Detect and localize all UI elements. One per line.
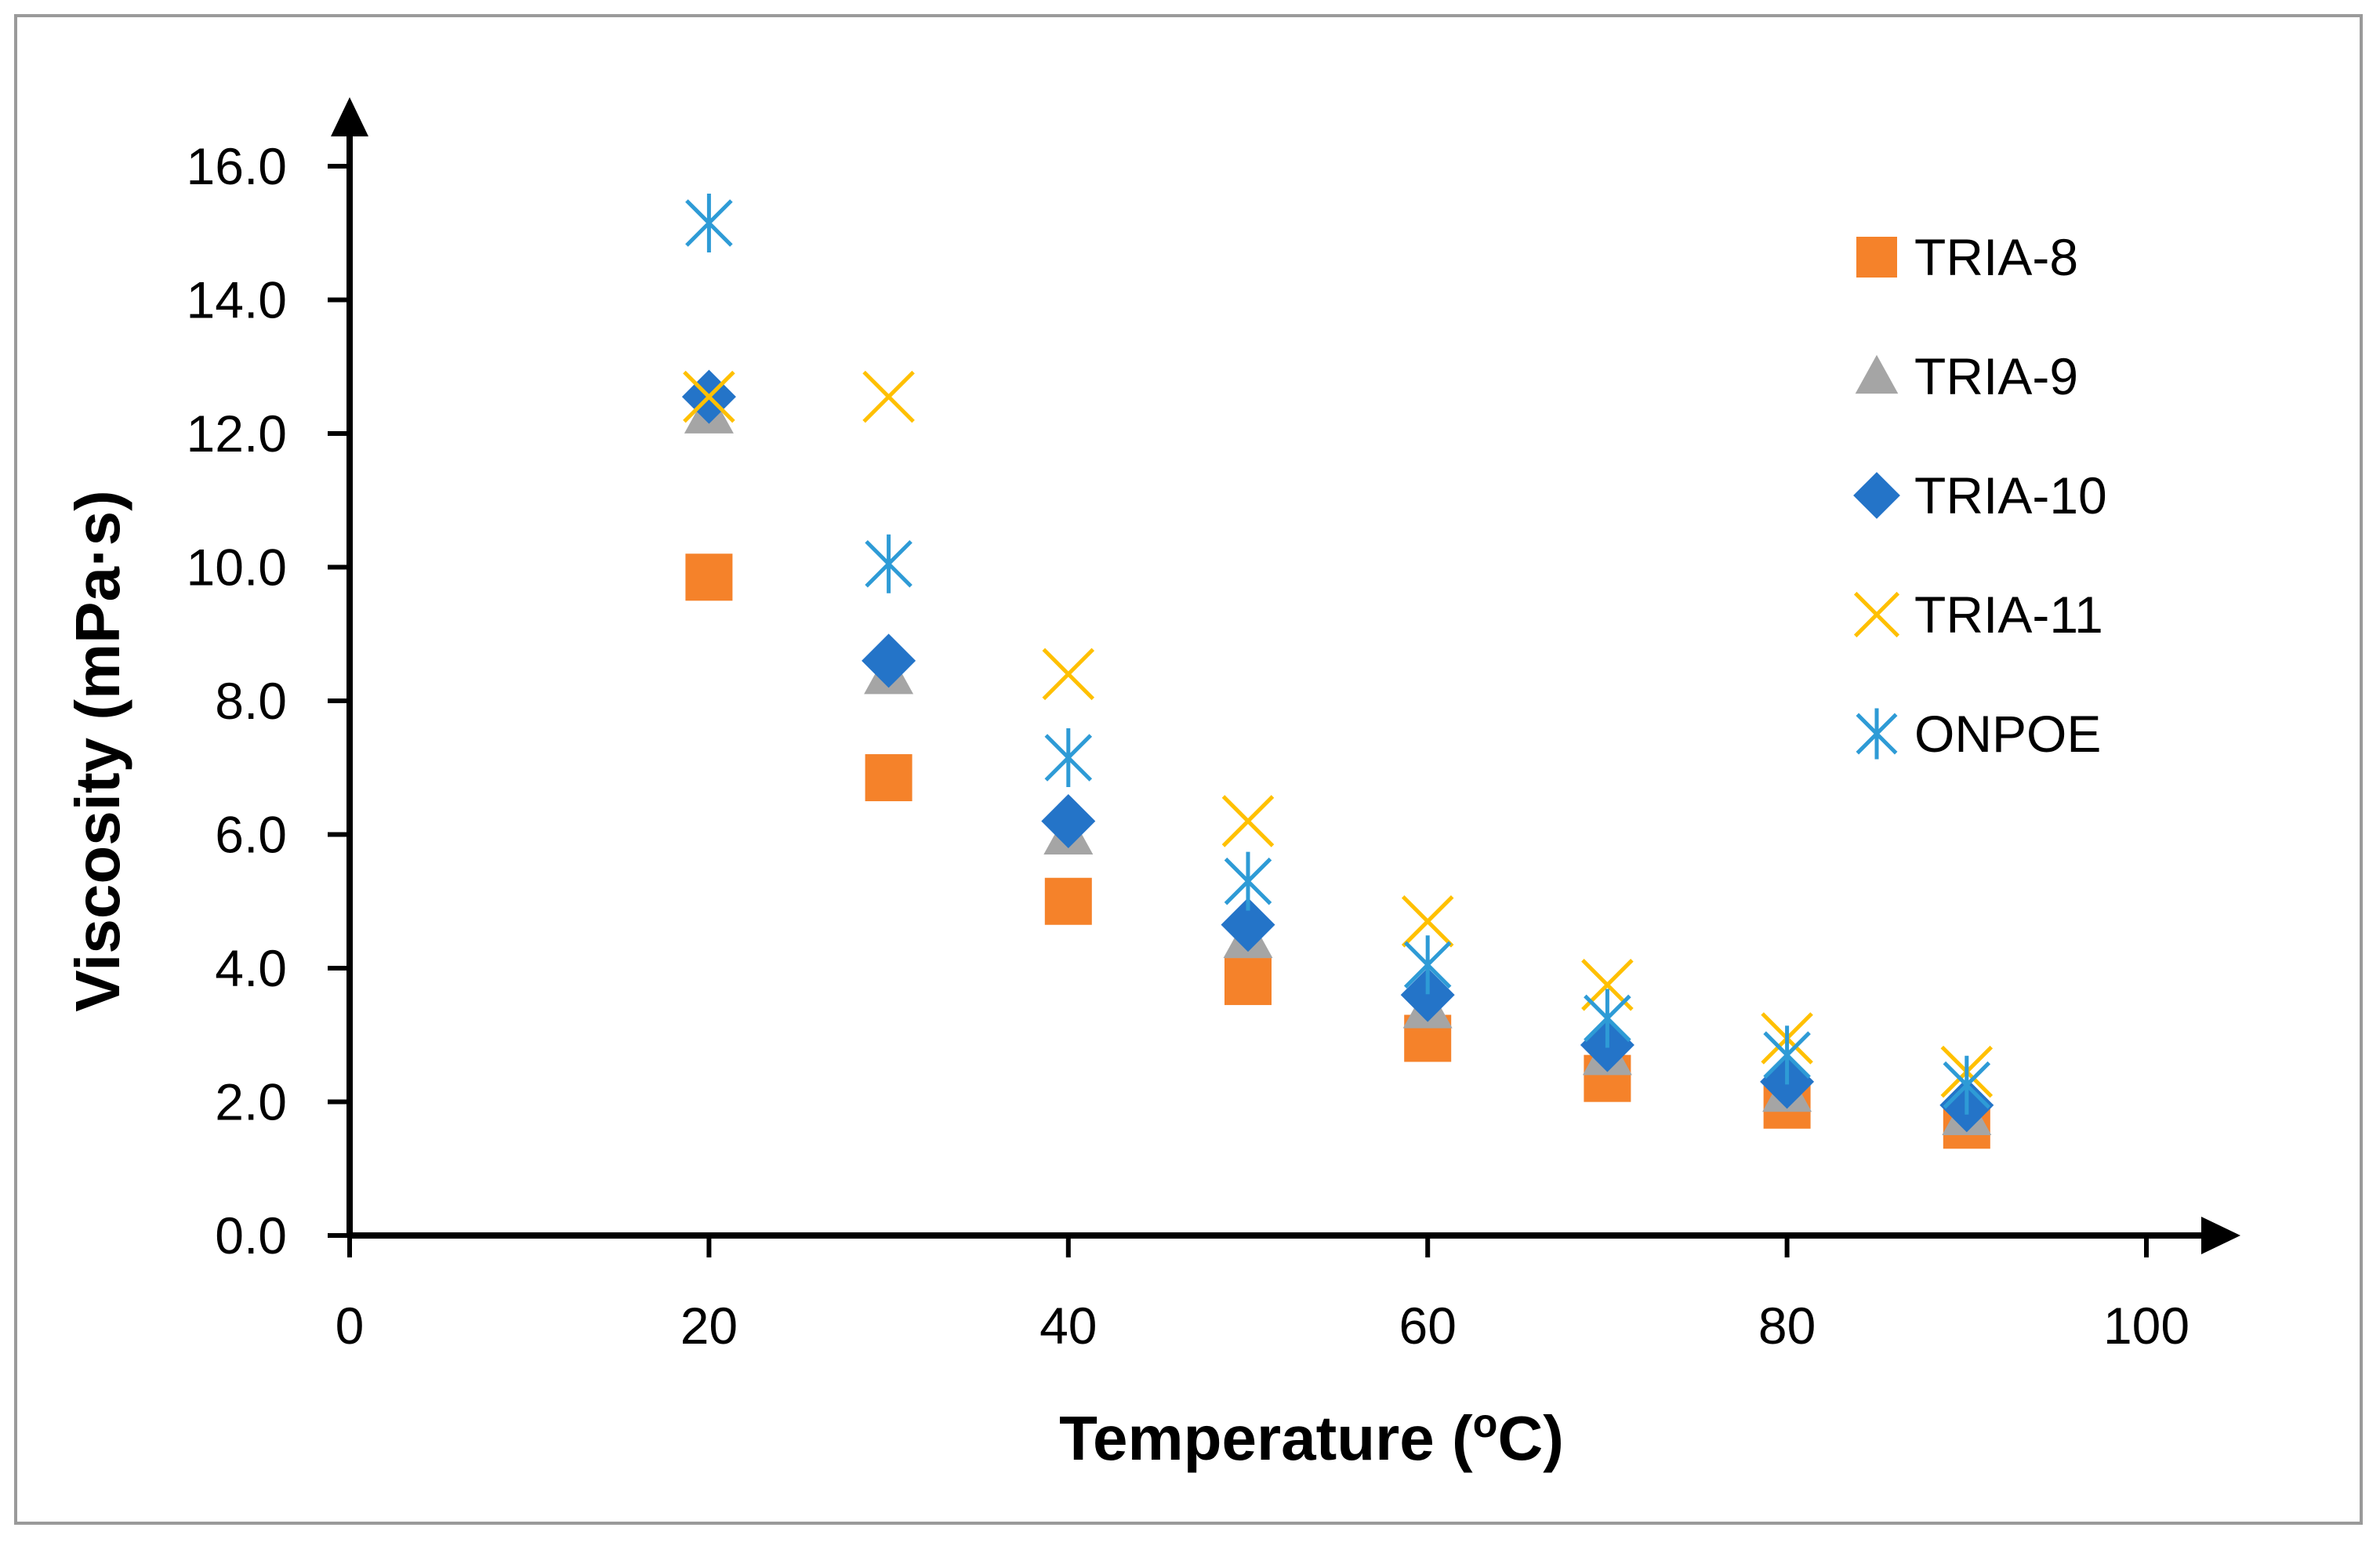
x-axis-title-sup: o <box>1473 1401 1498 1446</box>
legend-label-tria-8: TRIA-8 <box>1914 228 2078 286</box>
legend-item-tria-11: TRIA-11 <box>1853 586 2103 644</box>
legend-label-tria-10: TRIA-10 <box>1914 466 2107 524</box>
legend-marker-tria-11 <box>1853 591 1900 638</box>
x-axis-arrow <box>2201 1217 2240 1254</box>
x-tick-label: 60 <box>1399 1297 1456 1355</box>
axes <box>331 97 2240 1254</box>
ticks: 0 20 40 60 80 100 0.0 2.0 4.0 6.0 8.0 10.0 12.0 14.0 1… <box>187 137 2190 1355</box>
legend-item-tria-9: TRIA-9 <box>1855 347 2078 405</box>
legend: TRIA-8 TRIA-9 TRIA-10 TRIA-11 ONPOE <box>1853 228 2107 763</box>
point-tria-10 <box>1400 967 1455 1022</box>
x-axis-title-main: Temperature ( <box>1059 1403 1473 1473</box>
legend-label-tria-9: TRIA-9 <box>1914 347 2078 405</box>
y-tick-label: 12.0 <box>187 405 287 463</box>
x-axis-title-tail: C) <box>1497 1403 1563 1473</box>
point-tria-8 <box>1044 877 1092 925</box>
x-tick-label: 0 <box>336 1297 365 1355</box>
x-axis-title: Temperature (oC) <box>1059 1401 1564 1473</box>
legend-label-tria-11: TRIA-11 <box>1914 586 2103 644</box>
y-tick-label: 0.0 <box>215 1206 287 1264</box>
point-onpoe <box>1224 851 1272 911</box>
point-tria-11 <box>1221 795 1275 847</box>
legend-marker-tria-10 <box>1853 472 1900 519</box>
point-tria-8 <box>685 553 733 601</box>
y-axis-arrow <box>331 97 368 136</box>
point-onpoe <box>865 534 912 593</box>
point-onpoe <box>1763 1025 1811 1085</box>
point-onpoe <box>1584 989 1631 1048</box>
chart-frame <box>14 14 2363 1525</box>
point-tria-10 <box>1221 898 1275 952</box>
y-tick-label: 2.0 <box>215 1073 287 1131</box>
legend-item-onpoe: ONPOE <box>1856 705 2101 763</box>
point-tria-10 <box>862 633 916 688</box>
point-onpoe <box>1403 935 1452 995</box>
y-tick-label: 8.0 <box>215 672 287 730</box>
legend-item-tria-8: TRIA-8 <box>1856 228 2078 286</box>
legend-label-onpoe: ONPOE <box>1914 705 2101 763</box>
y-tick-label: 14.0 <box>187 271 287 329</box>
legend-marker-onpoe <box>1856 708 1898 760</box>
x-tick-label: 20 <box>680 1297 738 1355</box>
point-tria-11 <box>683 370 735 423</box>
x-tick-label: 100 <box>2103 1297 2190 1355</box>
y-tick-label: 4.0 <box>215 939 287 997</box>
point-tria-10 <box>1041 793 1096 848</box>
series-onpoe <box>685 193 1991 1115</box>
y-tick-label: 10.0 <box>187 539 287 597</box>
series-tria-11 <box>683 370 1994 1098</box>
legend-marker-tria-9 <box>1855 354 1899 394</box>
y-tick-label: 6.0 <box>215 806 287 864</box>
data-points <box>681 193 1994 1149</box>
x-tick-label: 40 <box>1039 1297 1097 1355</box>
point-tria-11 <box>1042 648 1095 701</box>
point-tria-11 <box>1401 895 1454 948</box>
y-tick-label: 16.0 <box>187 137 287 195</box>
series-tria-10 <box>681 369 1994 1133</box>
legend-item-tria-10: TRIA-10 <box>1853 466 2107 524</box>
point-tria-8 <box>865 754 912 802</box>
point-onpoe <box>1943 1055 1991 1115</box>
point-tria-8 <box>1224 958 1272 1006</box>
legend-marker-tria-8 <box>1856 237 1897 278</box>
point-tria-11 <box>862 370 915 423</box>
y-axis-title: Viscosity (mPa·s) <box>63 490 132 1011</box>
x-tick-label: 80 <box>1758 1297 1816 1355</box>
point-onpoe <box>685 193 733 252</box>
point-onpoe <box>1044 727 1093 787</box>
